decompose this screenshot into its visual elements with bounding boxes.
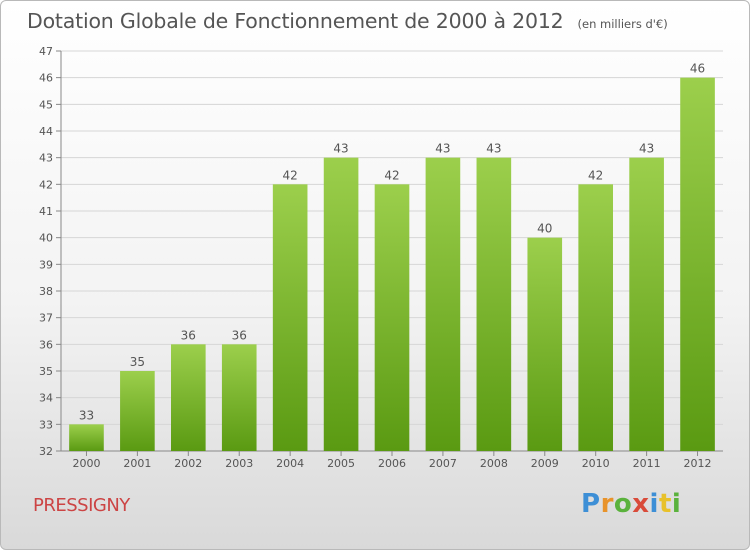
bar — [374, 184, 410, 452]
bar-value-label: 42 — [384, 168, 399, 182]
x-tick-label: 2007 — [429, 457, 457, 470]
bar-value-label: 43 — [639, 142, 654, 156]
bar-value-label: 40 — [537, 222, 552, 236]
x-tick-label: 2002 — [174, 457, 202, 470]
y-tick-label: 46 — [39, 72, 53, 85]
bar — [221, 344, 257, 451]
bar-value-label: 43 — [486, 142, 501, 156]
x-tick-label: 2003 — [225, 457, 253, 470]
y-tick-label: 44 — [39, 125, 53, 138]
bar-value-label: 36 — [232, 328, 247, 342]
bar — [272, 184, 308, 452]
bar-value-label: 35 — [130, 355, 145, 369]
bar — [629, 157, 664, 451]
x-tick-label: 2012 — [684, 457, 712, 470]
y-tick-label: 34 — [39, 392, 53, 405]
y-tick-label: 33 — [39, 418, 53, 431]
y-tick-label: 35 — [39, 365, 53, 378]
bar — [680, 77, 715, 452]
bar-value-label: 36 — [181, 328, 196, 342]
bar — [578, 184, 614, 452]
y-tick-label: 37 — [39, 312, 53, 325]
chart-title: Dotation Globale de Fonctionnement de 20… — [27, 9, 668, 33]
chart-title-text: Dotation Globale de Fonctionnement de 20… — [27, 9, 564, 33]
y-tick-label: 45 — [39, 98, 53, 111]
y-tick-label: 36 — [39, 338, 53, 351]
chart-subtitle: (en milliers d'€) — [577, 17, 668, 31]
x-tick-label: 2009 — [531, 457, 559, 470]
bar — [476, 157, 512, 451]
x-tick-label: 2011 — [633, 457, 661, 470]
y-tick-label: 32 — [39, 445, 53, 458]
bar-value-label: 43 — [435, 142, 450, 156]
town-name: PRESSIGNY — [33, 495, 130, 516]
y-tick-label: 39 — [39, 258, 53, 271]
bar — [69, 424, 104, 451]
bar-value-label: 43 — [333, 142, 348, 156]
x-tick-label: 2010 — [582, 457, 610, 470]
bar-value-label: 42 — [588, 168, 603, 182]
x-tick-label: 2001 — [123, 457, 151, 470]
x-tick-label: 2006 — [378, 457, 406, 470]
bar-value-label: 42 — [283, 168, 298, 182]
x-tick-label: 2000 — [72, 457, 100, 470]
bar-value-label: 33 — [79, 408, 94, 422]
y-tick-label: 41 — [39, 205, 53, 218]
x-tick-label: 2004 — [276, 457, 304, 470]
y-tick-label: 40 — [39, 232, 53, 245]
bar — [170, 344, 206, 451]
bar — [323, 157, 359, 451]
proxiti-logo: Proxiti — [581, 489, 682, 519]
bar-value-label: 46 — [690, 62, 705, 76]
bar — [120, 371, 155, 451]
x-tick-label: 2008 — [480, 457, 508, 470]
bar — [527, 237, 563, 451]
y-tick-label: 42 — [39, 178, 53, 191]
bar — [425, 157, 461, 451]
y-tick-label: 38 — [39, 285, 53, 298]
y-tick-label: 47 — [39, 45, 53, 58]
y-tick-label: 43 — [39, 152, 53, 165]
x-tick-label: 2005 — [327, 457, 355, 470]
